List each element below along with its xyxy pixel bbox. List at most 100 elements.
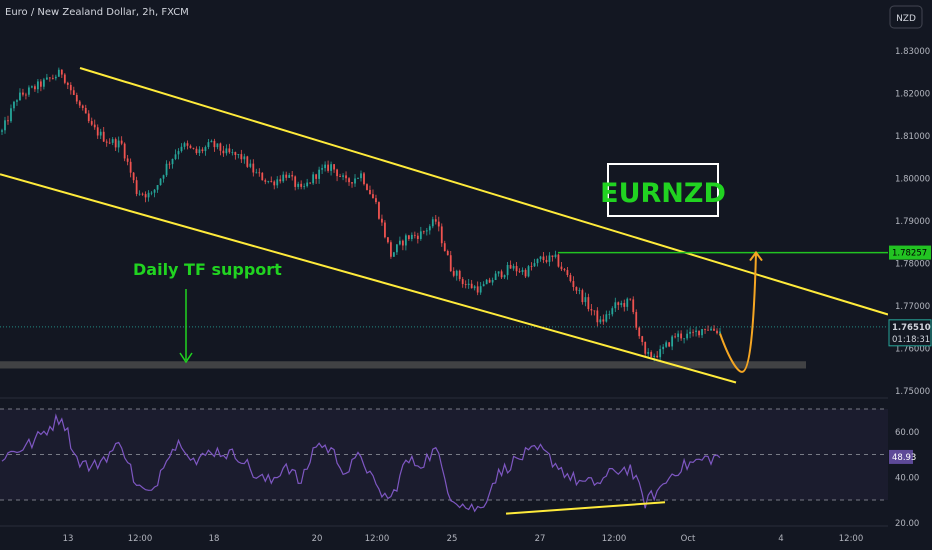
candle-body [425, 230, 428, 232]
candle-body [345, 175, 347, 179]
candle-body [581, 290, 584, 303]
candle-body [671, 336, 674, 347]
candle-body [177, 151, 180, 155]
candle-body [470, 283, 473, 289]
rsi-divergence-line[interactable] [505, 501, 666, 515]
candle-body [443, 243, 446, 251]
candle-body [309, 182, 312, 184]
channel-lower-trendline[interactable] [0, 173, 737, 384]
candle-body [279, 179, 282, 182]
candle-body [288, 175, 291, 178]
candle-body [54, 76, 57, 79]
candle-body [387, 237, 389, 243]
current-price-badge: 1.76510 01:18:31 [888, 319, 932, 347]
candle-body [126, 158, 129, 162]
candle-body [653, 355, 656, 357]
down-arrow-icon [179, 352, 193, 364]
price-axis[interactable] [888, 0, 932, 550]
candle-body [497, 271, 500, 274]
candle-body [363, 173, 365, 185]
candle-body [527, 266, 530, 277]
candle-body [255, 172, 258, 174]
candle-body [216, 143, 219, 148]
candle-body [369, 189, 371, 195]
candle-body [515, 265, 518, 272]
candle-body [48, 77, 51, 79]
time-axis[interactable]: 13 12:00 18 20 12:00 25 27 12:00 Oct 4 12:00 [63, 534, 864, 544]
rsi-value-badge: 48.93 [889, 449, 916, 464]
chart-title: Euro / New Zealand Dollar, 2h, FXCM [5, 7, 189, 18]
candle-body [698, 330, 700, 336]
candle-body [321, 168, 324, 170]
candle-body [78, 101, 81, 106]
candle-body [60, 69, 63, 75]
candle-body [378, 202, 380, 219]
candle-body [575, 287, 578, 291]
candle-body [318, 169, 321, 179]
candle-body [339, 176, 341, 177]
candle-body [147, 192, 150, 198]
candle-body [174, 154, 177, 159]
currency-button[interactable]: NZD [889, 5, 923, 29]
support-label[interactable]: Daily TF support [133, 260, 282, 279]
candle-body [632, 299, 635, 313]
price-tick-label: 1.81000 [895, 132, 930, 142]
candle-body [393, 252, 395, 257]
candle-body [366, 184, 368, 190]
candle-body [431, 219, 434, 227]
candle-body [464, 284, 467, 285]
candle-body [384, 222, 386, 238]
candle-body [336, 169, 338, 177]
candle-body [357, 178, 359, 179]
candle-body [713, 328, 715, 331]
candle-body [111, 139, 114, 143]
candlestick-series [1, 67, 721, 362]
candle-body [479, 286, 482, 293]
candle-body [150, 192, 153, 194]
candle-body [512, 265, 515, 269]
channel-upper-trendline[interactable] [79, 67, 889, 316]
candle-body [16, 100, 18, 102]
candle-body [237, 154, 240, 155]
candle-body [25, 94, 27, 96]
candle-body [144, 194, 147, 198]
candle-body [201, 149, 204, 152]
candle-body [473, 286, 476, 289]
candle-body [578, 290, 581, 291]
candle-body [261, 172, 264, 181]
candle-body [692, 331, 694, 333]
candle-body [491, 280, 494, 283]
candle-body [635, 312, 638, 328]
candle-body [572, 281, 575, 288]
price-tick-label: 1.79000 [895, 217, 930, 227]
candle-body [545, 260, 548, 262]
candle-body [276, 179, 279, 186]
candle-body [605, 314, 608, 322]
pair-label-box[interactable]: EURNZD [600, 163, 726, 217]
candle-body [57, 69, 60, 77]
candle-body [476, 286, 479, 293]
candle-body [72, 90, 75, 95]
countdown-label: 01:18:31 [892, 335, 930, 345]
candle-body [228, 148, 231, 153]
candle-body [333, 164, 335, 170]
projection-path[interactable] [719, 252, 757, 373]
candle-body [602, 319, 605, 322]
resistance-price-badge: 1.78257 [889, 245, 931, 260]
candle-body [551, 255, 554, 257]
candle-body [13, 101, 15, 109]
candle-body [114, 139, 117, 148]
candle-body [159, 178, 162, 186]
candle-body [521, 269, 524, 273]
candle-body [108, 142, 111, 144]
candle-body [93, 124, 96, 128]
candle-body [192, 147, 195, 149]
candle-body [348, 178, 350, 183]
candle-body [37, 81, 39, 90]
candle-body [446, 250, 449, 256]
candle-body [312, 174, 315, 184]
candle-body [330, 164, 332, 171]
candle-body [461, 279, 464, 285]
candle-body [22, 92, 24, 95]
